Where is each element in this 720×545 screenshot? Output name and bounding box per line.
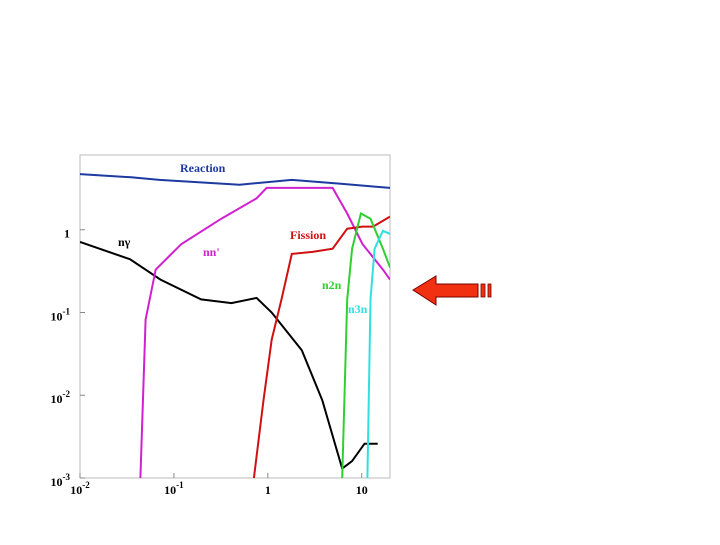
arrow-icon [412, 275, 492, 306]
y-tick-label-base: 10 [51, 475, 63, 489]
y-tick-label-exponent: -3 [63, 472, 71, 482]
y-tick-label: 10-3 [51, 472, 71, 489]
y-tick-label-base: 10 [51, 392, 63, 406]
y-tick-label: 10-1 [51, 306, 71, 323]
y-tick-label-exponent: -1 [63, 306, 71, 316]
x-tick-label-exponent: -1 [176, 480, 184, 490]
series-line [341, 212, 390, 478]
series-line [366, 229, 390, 478]
series-label: Reaction [180, 161, 226, 175]
series-label: n2n [322, 278, 342, 292]
series-label: nn' [203, 245, 220, 259]
series-label: nγ [118, 235, 131, 249]
x-tick-label-base: 10 [164, 483, 176, 497]
x-tick-label: 10 [356, 483, 368, 497]
series-line [80, 241, 378, 471]
x-tick-label: 10-2 [70, 480, 90, 497]
x-tick-label-base: 10 [70, 483, 82, 497]
series-line [80, 173, 390, 189]
x-tick-label: 10-1 [164, 480, 184, 497]
y-tick-label-base: 10 [51, 309, 63, 323]
series-label: n3n [348, 302, 368, 316]
series-line [139, 186, 390, 478]
plot-frame [79, 154, 391, 479]
y-tick-label-exponent: -2 [63, 389, 71, 399]
y-tick-label: 10-2 [51, 389, 71, 406]
x-tick-label: 1 [265, 483, 271, 497]
x-tick-label-exponent: -2 [82, 480, 90, 490]
series-label: Fission [290, 228, 326, 242]
y-tick-label: 1 [64, 227, 70, 241]
series-line [252, 215, 390, 478]
